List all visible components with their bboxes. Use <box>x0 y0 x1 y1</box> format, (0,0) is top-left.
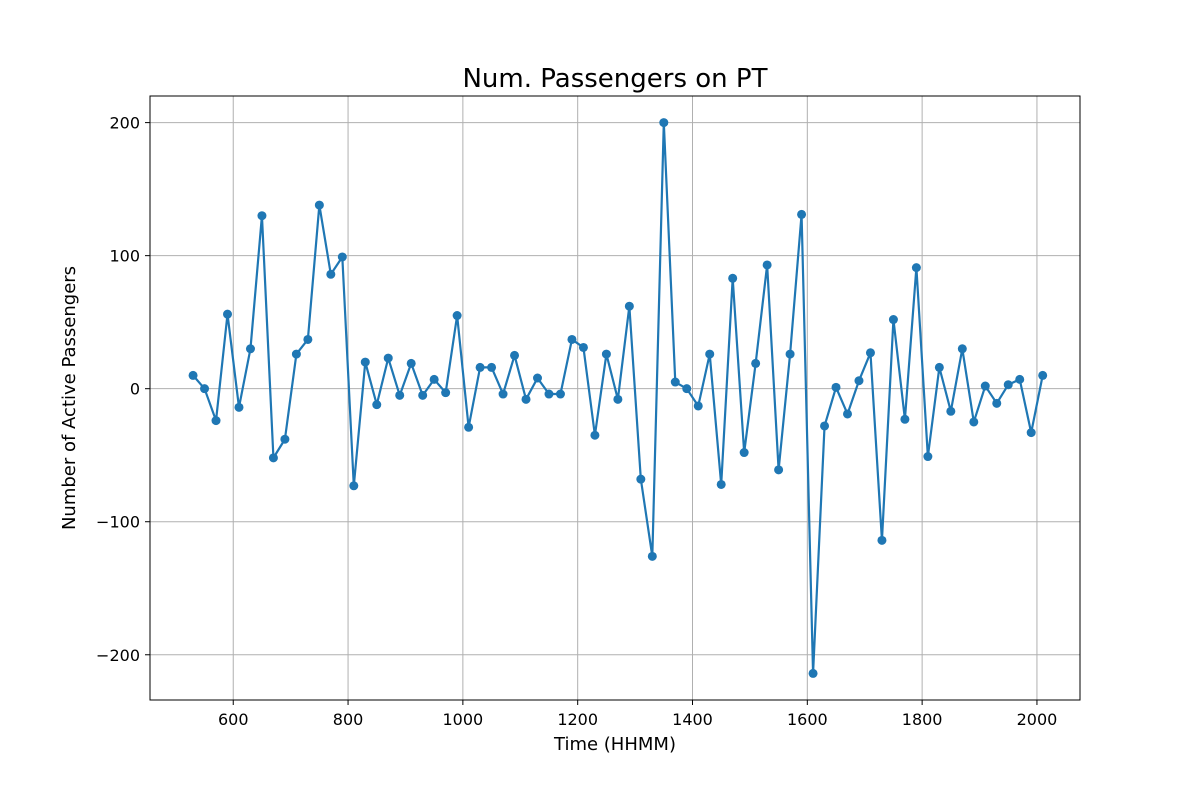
data-point <box>831 382 841 392</box>
y-tick-label: 100 <box>109 247 140 266</box>
data-point <box>567 334 577 344</box>
x-tick-label: 600 <box>218 710 249 729</box>
data-point <box>785 349 795 359</box>
data-point <box>659 118 669 128</box>
data-point <box>372 400 382 410</box>
data-point <box>555 389 565 399</box>
data-point <box>429 374 439 384</box>
data-point <box>360 357 370 367</box>
data-point <box>716 479 726 489</box>
series-layer <box>188 118 1048 678</box>
data-point <box>383 353 393 363</box>
data-point <box>946 406 956 416</box>
y-tick-label: −100 <box>96 513 140 532</box>
data-point <box>234 402 244 412</box>
x-tick-label: 1600 <box>787 710 828 729</box>
data-point <box>211 416 221 426</box>
data-point <box>590 430 600 440</box>
data-point <box>544 389 554 399</box>
data-point <box>969 417 979 427</box>
data-point <box>498 389 508 399</box>
data-point <box>957 344 967 354</box>
data-point <box>1015 374 1025 384</box>
data-point <box>533 373 542 383</box>
data-point <box>854 376 864 386</box>
data-point <box>452 311 462 321</box>
data-point <box>934 362 944 372</box>
data-point <box>911 263 921 273</box>
data-point <box>464 422 474 432</box>
data-point <box>647 551 657 561</box>
data-point <box>1038 370 1048 380</box>
data-point <box>820 421 830 431</box>
data-point <box>406 358 416 368</box>
data-point <box>992 398 1002 408</box>
data-point <box>441 388 451 398</box>
data-point <box>705 349 715 359</box>
x-tick-label: 800 <box>333 710 364 729</box>
data-point <box>268 453 278 463</box>
data-point <box>843 409 852 419</box>
data-point <box>303 334 313 344</box>
data-point <box>900 414 910 424</box>
y-axis-title: Number of Active Passengers <box>59 266 80 530</box>
data-point <box>314 200 324 210</box>
data-point <box>670 377 680 387</box>
data-point <box>245 344 255 354</box>
data-point <box>613 394 623 404</box>
x-axis-ticks: 600 800 1000 1200 1400 1600 1800 2000 <box>218 700 1057 729</box>
data-point <box>877 535 887 545</box>
data-point <box>682 384 692 394</box>
data-point <box>762 260 772 270</box>
y-axis-ticks: −200 −100 0 100 200 <box>96 114 150 665</box>
x-tick-label: 1400 <box>672 710 713 729</box>
data-point <box>1003 380 1013 390</box>
data-point <box>728 273 738 283</box>
data-point <box>223 309 232 319</box>
data-point <box>487 362 497 372</box>
data-point <box>337 252 347 262</box>
y-tick-label: 200 <box>109 114 140 133</box>
data-point <box>636 474 646 484</box>
chart-title: Num. Passengers on PT <box>462 64 767 94</box>
data-point <box>888 315 898 325</box>
data-point <box>291 349 301 359</box>
data-point <box>624 301 634 311</box>
data-point <box>395 390 405 400</box>
data-point <box>200 384 210 394</box>
y-tick-label: −200 <box>96 646 140 665</box>
data-point <box>739 448 749 458</box>
data-point <box>280 434 290 444</box>
data-point <box>808 668 818 678</box>
data-point <box>865 348 875 358</box>
data-point <box>751 358 761 368</box>
data-point <box>774 465 784 475</box>
data-point <box>923 452 933 462</box>
data-point <box>693 401 703 411</box>
x-tick-label: 2000 <box>1017 710 1058 729</box>
data-point <box>188 370 198 380</box>
x-tick-label: 1200 <box>557 710 598 729</box>
data-point <box>418 390 428 400</box>
data-point <box>475 362 485 372</box>
data-point <box>326 269 336 279</box>
x-tick-label: 1800 <box>902 710 943 729</box>
data-point <box>1026 428 1036 438</box>
data-point <box>521 394 531 404</box>
plot-area-frame <box>149 95 1081 701</box>
data-point <box>797 209 807 219</box>
data-point <box>257 211 267 221</box>
data-point <box>349 481 359 491</box>
data-point <box>601 349 611 359</box>
x-tick-label: 1000 <box>443 710 484 729</box>
data-point <box>510 350 520 360</box>
data-point <box>980 381 990 391</box>
x-axis-title: Time (HHMM) <box>553 734 676 755</box>
y-tick-label: 0 <box>130 380 140 399</box>
data-point <box>578 342 588 352</box>
